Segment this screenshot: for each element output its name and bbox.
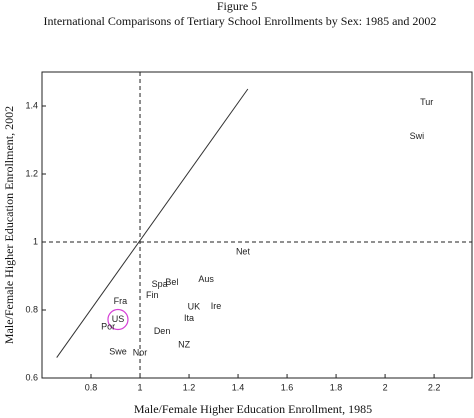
point-label: US [112,314,125,324]
point-label: Net [236,247,251,257]
x-tick-label: 1 [138,382,143,392]
x-tick-label: 2.2 [428,382,441,392]
y-tick-label: 0.6 [25,372,38,382]
chart-subtitle: International Comparisons of Tertiary Sc… [44,14,437,28]
y-tick-label: 1.2 [25,168,38,178]
point-label: Swi [410,131,425,141]
x-tick-label: 1.4 [232,382,245,392]
y-tick-label: 1.4 [25,100,38,110]
point-label: Fra [114,296,128,306]
chart-title: Figure 5 [217,0,257,13]
point-label: Ita [184,313,194,323]
point-label: Swe [109,347,127,357]
point-label: Den [154,326,171,336]
y-tick-label: 0.8 [25,304,38,314]
point-label: Ire [211,301,222,311]
point-label: Bel [165,277,178,287]
point-label: NZ [178,340,190,350]
x-tick-label: 1.6 [281,382,294,392]
x-tick-label: 1.2 [183,382,196,392]
x-tick-label: 0.8 [85,382,98,392]
y-axis-label: Male/Female Higher Education Enrollment,… [2,106,16,344]
plot-frame [41,71,473,379]
point-label: Tur [420,97,433,107]
y-tick-label: 1 [33,236,38,246]
x-tick-label: 2 [383,382,388,392]
point-label: Fin [146,290,159,300]
x-tick-label: 1.8 [330,382,343,392]
point-label: UK [188,302,201,312]
x-axis-label: Male/Female Higher Education Enrollment,… [134,402,372,416]
highlight-circle [107,308,129,331]
point-label: Por [101,321,115,331]
point-label: Spa [152,279,168,289]
point-label: Nor [133,348,148,358]
diagonal-line [56,88,249,358]
point-label: Aus [198,274,214,284]
